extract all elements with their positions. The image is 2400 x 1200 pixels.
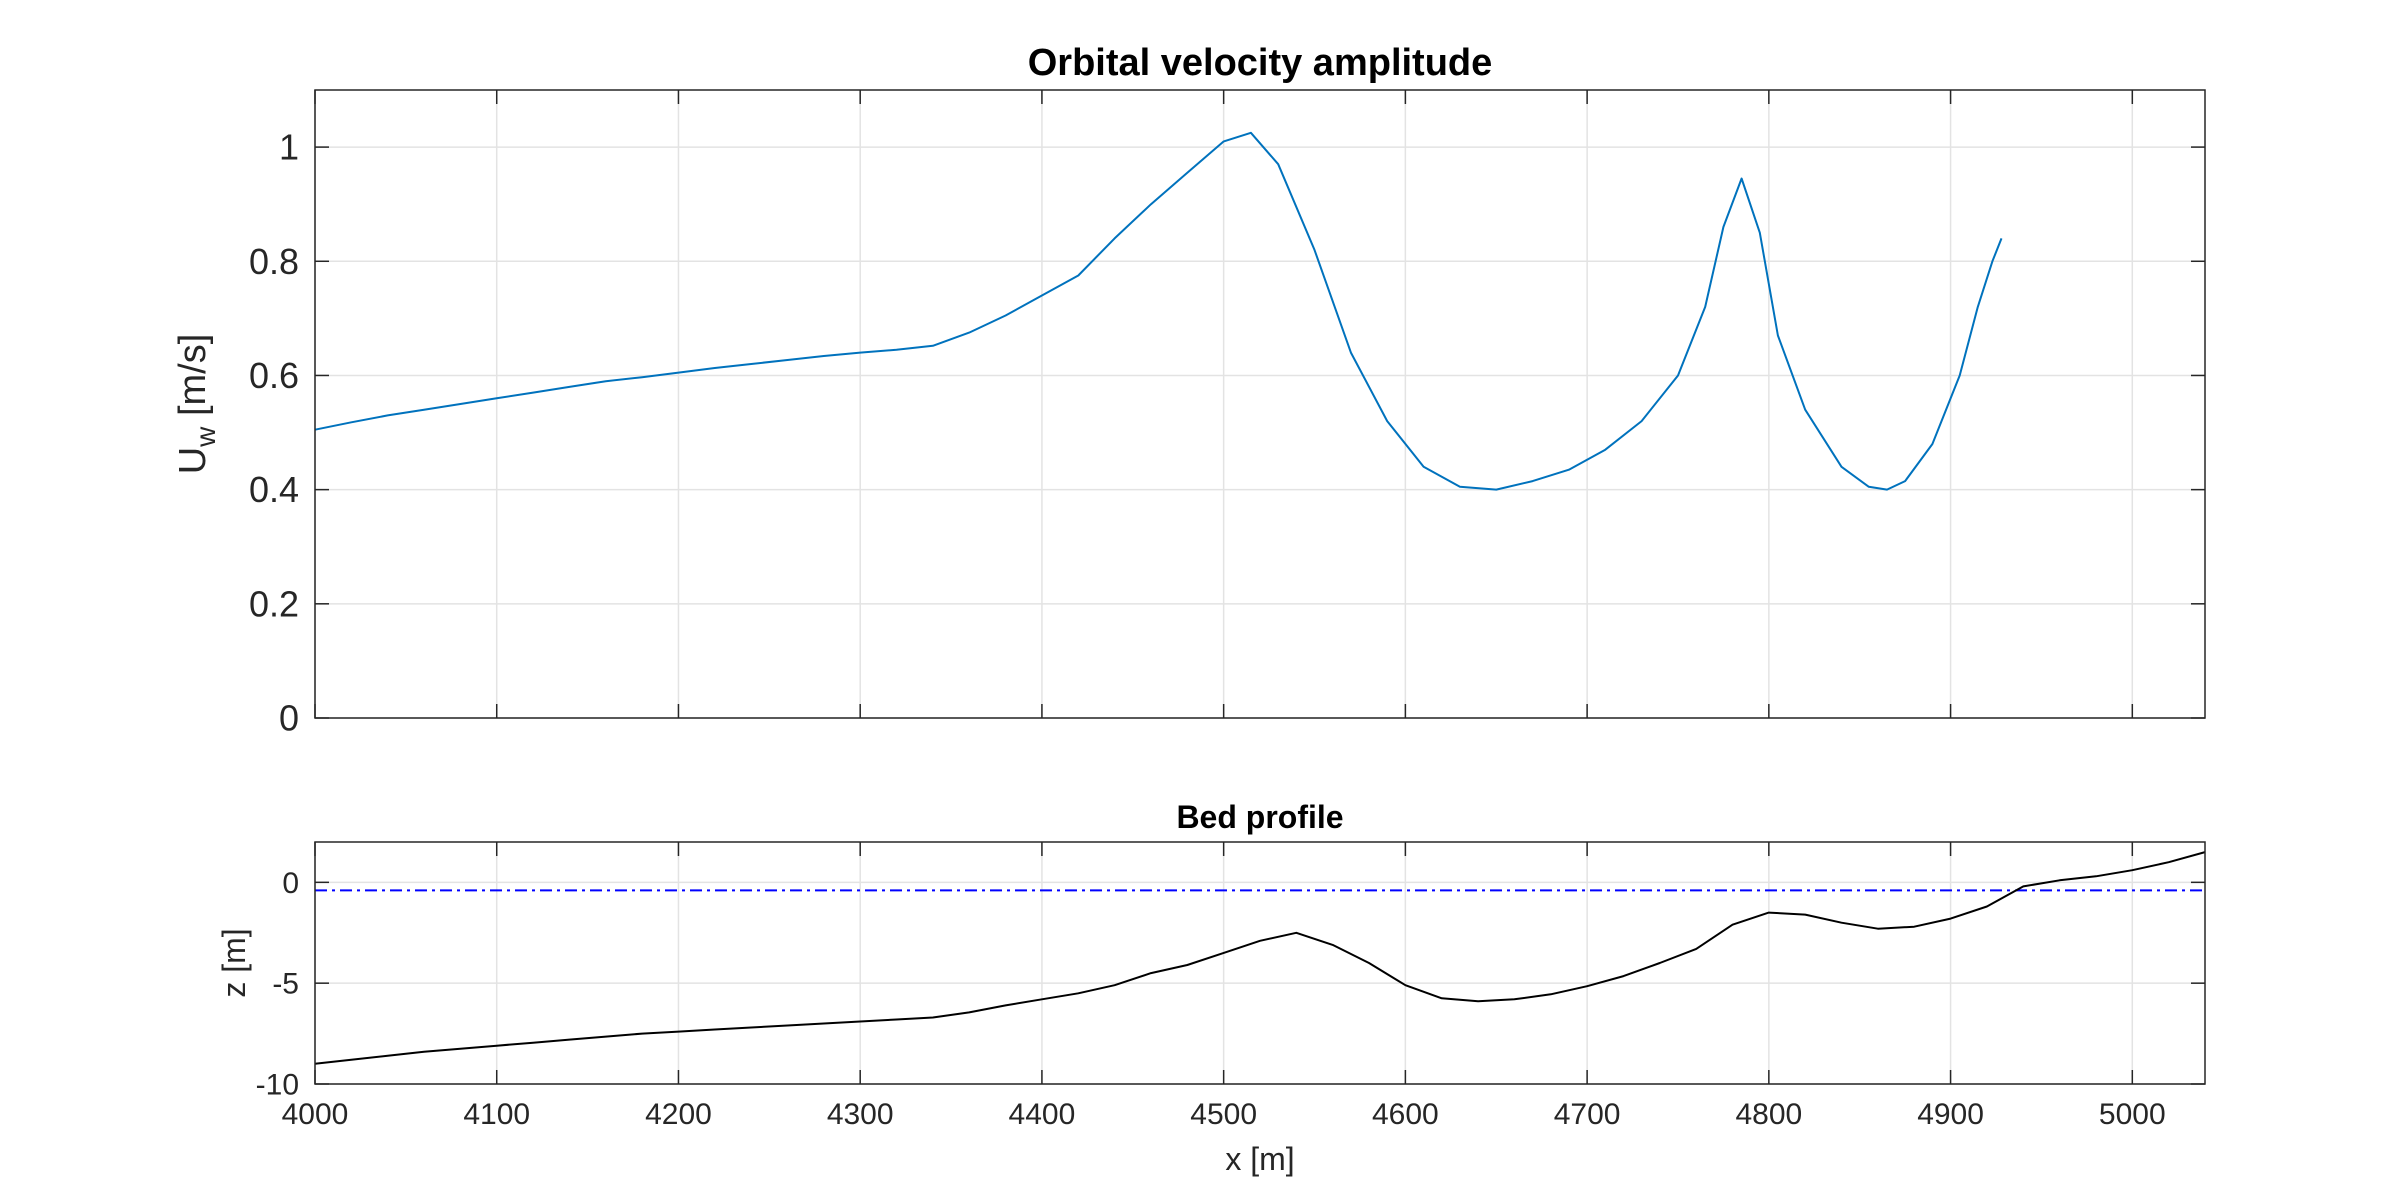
y-tick-label: -10 <box>256 1069 299 1102</box>
bed-y-axis-label: z [m] <box>216 928 252 997</box>
y-tick-label: -5 <box>272 968 299 1001</box>
y-tick-label: 0.6 <box>249 355 299 396</box>
bed-x-axis-label: x [m] <box>1225 1141 1294 1177</box>
y-tick-label: 0.8 <box>249 241 299 282</box>
x-tick-label: 5000 <box>2099 1098 2166 1131</box>
bed-profile-line <box>314 851 2206 1065</box>
x-tick-label: 4700 <box>1554 1098 1621 1131</box>
bed-axes-box <box>314 841 2206 1085</box>
velocity-ticks: 0 0.2 0.4 0.6 0.8 1 <box>249 90 2205 739</box>
y-tick-label: 1 <box>279 127 299 168</box>
x-tick-label: 4500 <box>1190 1098 1257 1131</box>
x-tick-label: 4900 <box>1917 1098 1984 1131</box>
x-tick-label: 4200 <box>645 1098 712 1131</box>
velocity-chart-title: Orbital velocity amplitude <box>1028 42 1493 84</box>
velocity-series <box>314 131 2003 491</box>
x-tick-label: 4600 <box>1372 1098 1439 1131</box>
x-tick-label: 4100 <box>463 1098 530 1131</box>
bed-series <box>314 851 2206 1065</box>
x-tick-label: 4800 <box>1735 1098 1802 1131</box>
velocity-y-axis-label: Uw [m/s] <box>172 334 221 475</box>
velocity-y-label-main: U <box>172 447 214 474</box>
y-tick-label: 0.4 <box>249 469 299 510</box>
y-tick-label: 0.2 <box>249 583 299 624</box>
velocity-plot-area <box>315 90 2205 718</box>
velocity-panel: 0 0.2 0.4 0.6 0.8 1 Orbital velocity amplitud… <box>172 42 2206 739</box>
x-tick-label: 4300 <box>827 1098 894 1131</box>
velocity-y-label-unit: [m/s] <box>172 334 214 427</box>
y-tick-label: 0 <box>279 698 299 739</box>
bed-profile-panel: 4000 4100 4200 4300 4400 4500 4600 4700 4800 4900… <box>216 799 2206 1177</box>
bed-plot-area <box>315 842 2205 1084</box>
velocity-y-label-sub: w <box>190 426 221 448</box>
y-tick-label: 0 <box>282 867 299 900</box>
x-tick-label: 4400 <box>1009 1098 1076 1131</box>
velocity-axes-box <box>314 89 2206 719</box>
x-tick-label: 4000 <box>282 1098 349 1131</box>
velocity-line <box>314 131 2003 491</box>
bed-chart-title: Bed profile <box>1176 799 1343 835</box>
